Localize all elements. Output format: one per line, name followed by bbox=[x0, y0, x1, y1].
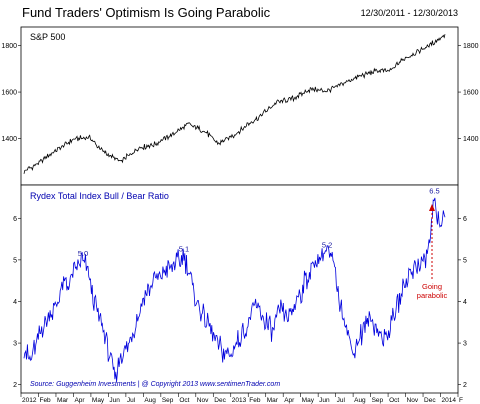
y-tick-label-right: 3 bbox=[463, 341, 467, 348]
x-tick-label: Nov bbox=[197, 397, 209, 404]
chart-title: Fund Traders' Optimism Is Going Paraboli… bbox=[22, 5, 271, 20]
date-range: 12/30/2011 - 12/30/2013 bbox=[361, 8, 458, 18]
x-tick-label: Feb bbox=[249, 397, 261, 404]
peak-label: 6.5 bbox=[429, 186, 439, 195]
y-tick-label-left: 4 bbox=[13, 299, 17, 306]
x-tick-label: Aug bbox=[354, 397, 366, 404]
x-tick-label: Dec bbox=[214, 397, 226, 404]
y-tick-label-right: 2 bbox=[463, 382, 467, 389]
x-tick-label: May bbox=[302, 397, 315, 404]
x-tick-label: Oct bbox=[179, 397, 189, 404]
x-tick-label: Apr bbox=[74, 397, 85, 404]
top-y-axis: 1400 1400 1600 1600 1800 1800 bbox=[1, 43, 478, 143]
y-tick-label-right: 6 bbox=[463, 216, 467, 223]
x-tick-label: Jul bbox=[337, 397, 346, 404]
spx-series-line bbox=[23, 34, 446, 174]
y-tick-label-left: 1800 bbox=[1, 43, 17, 50]
x-tick-label: Apr bbox=[284, 397, 295, 404]
y-tick-label-left: 6 bbox=[13, 216, 17, 223]
bottom-y-axis: 2 2 3 3 4 4 5 5 6 6 bbox=[13, 216, 467, 389]
y-tick-label-right: 1400 bbox=[463, 136, 479, 143]
x-tick-label: Jul bbox=[127, 397, 136, 404]
y-tick-label-left: 3 bbox=[13, 341, 17, 348]
x-tick-label: Sep bbox=[162, 397, 174, 404]
x-tick-label: F bbox=[459, 397, 463, 404]
y-tick-label-right: 1800 bbox=[463, 43, 479, 50]
x-tick-label: Mar bbox=[267, 397, 279, 404]
x-axis: 2012 Feb Mar Apr May Jun Jul Aug Sep Oct Nov Dec 201… bbox=[20, 393, 463, 404]
annotation-line2: parabolic bbox=[417, 291, 448, 300]
annotation-arrowhead bbox=[429, 204, 435, 211]
x-tick-label: Mar bbox=[57, 397, 69, 404]
peak-labels: 5.0 5.1 5.2 6.5 bbox=[78, 186, 440, 257]
annotation-line1: Going bbox=[422, 282, 442, 291]
y-tick-label-left: 1400 bbox=[1, 136, 17, 143]
peak-label: 5.0 bbox=[78, 249, 88, 258]
x-tick-label: Feb bbox=[39, 397, 51, 404]
x-tick-label: Oct bbox=[389, 397, 399, 404]
x-tick-label: 2012 bbox=[22, 397, 37, 404]
y-tick-label-left: 2 bbox=[13, 382, 17, 389]
y-tick-label-left: 5 bbox=[13, 257, 17, 264]
y-tick-label-right: 5 bbox=[463, 257, 467, 264]
x-tick-label: 2014 bbox=[442, 397, 457, 404]
x-tick-label: May bbox=[92, 397, 105, 404]
x-tick-label: Jun bbox=[319, 397, 330, 404]
top-panel-frame bbox=[20, 26, 459, 186]
y-tick-label-left: 1600 bbox=[1, 90, 17, 97]
peak-label: 5.1 bbox=[179, 245, 189, 254]
y-tick-label-right: 1600 bbox=[463, 90, 479, 97]
x-tick-label: Sep bbox=[372, 397, 384, 404]
ratio-series-line bbox=[23, 197, 446, 382]
bottom-panel-frame bbox=[20, 184, 459, 394]
x-tick-label: Nov bbox=[407, 397, 419, 404]
x-tick-label: Aug bbox=[144, 397, 156, 404]
source-note: Source: Guggenheim Investments | @ Copyr… bbox=[30, 381, 280, 388]
y-tick-label-right: 4 bbox=[463, 299, 467, 306]
bottom-panel-label: Rydex Total Index Bull / Bear Ratio bbox=[30, 191, 169, 201]
x-tick-label: Jun bbox=[109, 397, 120, 404]
top-panel-label: S&P 500 bbox=[30, 32, 65, 42]
x-tick-label: Dec bbox=[424, 397, 436, 404]
x-tick-label: 2013 bbox=[232, 397, 247, 404]
peak-label: 5.2 bbox=[322, 241, 332, 250]
